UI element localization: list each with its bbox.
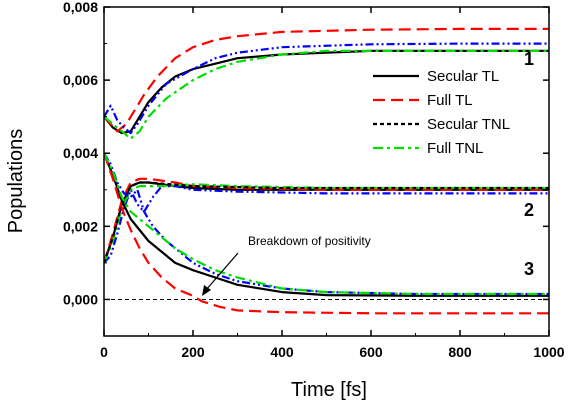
y-tick-label: 0,008 <box>63 0 98 15</box>
annotation-arrow <box>202 252 239 296</box>
group-label-1: 1 <box>524 49 534 69</box>
series-line-full-tl-1 <box>104 27 549 133</box>
x-tick-label: 1000 <box>533 344 564 360</box>
breakdown-annotation: Breakdown of positivity <box>248 234 371 248</box>
x-axis-title: Time [fs] <box>291 379 367 401</box>
legend-label: Full TNL <box>427 140 483 157</box>
y-tick-label: 0,006 <box>63 72 98 88</box>
plot-border <box>103 6 550 337</box>
x-tick-label: 800 <box>448 344 472 360</box>
legend-label: Secular TL <box>427 68 499 85</box>
legend-label: Full TL <box>427 92 473 109</box>
x-axis-ticks: 0 200 400 600 800 1000 <box>100 7 565 360</box>
y-axis-title: Populations <box>5 129 27 234</box>
series-line-secular-tl-9 <box>104 152 549 297</box>
plot-curves <box>104 27 549 315</box>
legend: Secular TL Full TL Secular TNL Full TNL <box>373 68 510 157</box>
x-tick-label: 0 <box>100 344 108 360</box>
y-tick-label: 0,000 <box>63 291 98 307</box>
group-label-3: 3 <box>524 259 534 279</box>
series-line-full-tnl-12 <box>104 152 549 296</box>
series-line-full-tl-5 <box>104 177 549 264</box>
series-line-secular-tl-4 <box>104 181 549 264</box>
series-line-secular-tnl-8 <box>104 181 549 264</box>
x-tick-label: 200 <box>181 344 205 360</box>
x-tick-label: 400 <box>270 344 294 360</box>
series-line-full-tnl-3 <box>104 49 549 140</box>
series-line-full-tnl-7 <box>104 183 549 264</box>
legend-label: Secular TNL <box>427 116 510 133</box>
series-line-unlabeled-2 <box>104 42 549 135</box>
y-tick-label: 0,004 <box>63 145 98 161</box>
series-line-full-tl-10 <box>104 152 549 315</box>
x-tick-label: 600 <box>359 344 383 360</box>
y-axis-ticks: 0,000 0,002 0,004 0,006 0,008 <box>63 0 549 307</box>
y-tick-label: 0,002 <box>63 218 98 234</box>
series-line-unlabeled-11 <box>104 152 549 296</box>
plot-frame <box>103 6 550 337</box>
group-label-2: 2 <box>524 200 534 220</box>
series-line-unlabeled-6 <box>104 185 549 264</box>
